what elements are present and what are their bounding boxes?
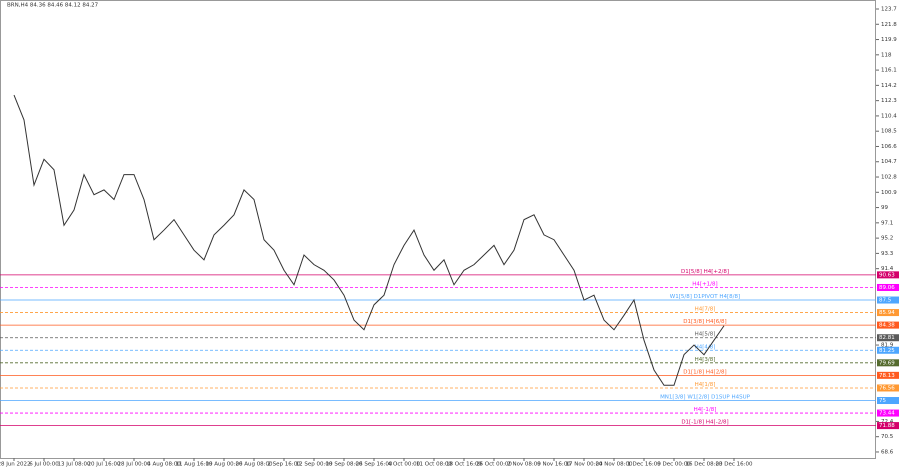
level-label: H4[+1/8] [692, 281, 717, 287]
price-box [877, 371, 899, 379]
level-label: D1[5/8] H4[+2/8] [681, 269, 729, 275]
level-label: H4[5/8] [695, 332, 716, 338]
x-tick-label: 23 Dec 16:00 [716, 462, 753, 468]
x-tick-label: 28 Jun 2022 [0, 462, 31, 468]
x-tick-label: 2 Sep 16:00 [267, 462, 301, 468]
level-label: H4[7/8] [695, 307, 716, 313]
level-label: MN1[3/8] W1[2/8] D1SUP H4SUP [660, 395, 751, 401]
price-box-label: 84.38 [879, 323, 895, 329]
plot-frame [0, 0, 876, 459]
x-tick-label: 20 Jul 16:00 [88, 462, 121, 468]
price-box [877, 346, 899, 354]
price-box-label: 81.25 [879, 348, 895, 354]
x-tick-label: 4 Oct 00:00 [388, 462, 421, 468]
y-tick-label: 114.2 [881, 83, 897, 89]
y-tick-label: 97.1 [881, 220, 893, 226]
level-label: W1[5/8] D1PIVOT H4[8/8] [670, 294, 740, 300]
y-tick-label: 68.6 [881, 449, 894, 455]
price-box-label: 82.81 [879, 335, 895, 341]
x-tick-label: 11 Aug 16:00 [175, 462, 213, 468]
y-tick-label: 93.3 [881, 251, 894, 257]
x-tick-label: 17 Nov 00:00 [565, 462, 603, 468]
x-tick-label: 2 Nov 08:00 [507, 462, 541, 468]
price-box [877, 422, 899, 430]
x-tick-label: 28 Jul 00:00 [118, 462, 151, 468]
price-box-label: 78.13 [879, 373, 895, 379]
x-tick-label: 19 Sep 08:00 [326, 462, 363, 468]
chart-title: BRN,H4 84.36 84.46 84.12 84.27 [7, 3, 99, 9]
x-tick-label: 11 Oct 08:00 [416, 462, 452, 468]
price-box [877, 309, 899, 317]
y-tick-label: 108.5 [881, 129, 897, 135]
x-tick-label: 9 Dec 00:00 [657, 462, 691, 468]
x-tick-label: 12 Sep 00:00 [296, 462, 333, 468]
price-box-label: 75 [879, 398, 886, 404]
x-tick-label: 6 Jul 00:00 [29, 462, 59, 468]
price-box [877, 409, 899, 417]
y-tick-label: 112.3 [881, 98, 897, 104]
level-label: H4[-1/8] [694, 407, 717, 413]
y-tick-label: 110.4 [881, 113, 897, 119]
level-label: D1[1/8] H4[2/8] [683, 369, 726, 375]
x-tick-label: 26 Oct 00:00 [476, 462, 512, 468]
y-tick-label: 70.5 [881, 434, 894, 440]
x-tick-label: 18 Oct 16:00 [446, 462, 482, 468]
price-box-label: 79.69 [879, 360, 895, 366]
y-tick-label: 118 [881, 52, 892, 58]
price-box [877, 397, 899, 405]
x-tick-label: 16 Dec 08:00 [686, 462, 723, 468]
level-label: H4[1/8] [695, 382, 716, 388]
price-box-label: 71.88 [879, 423, 895, 429]
price-box-label: 73.44 [879, 411, 895, 417]
price-box-label: 90.63 [879, 272, 895, 278]
x-tick-label: 1 Dec 16:00 [627, 462, 661, 468]
x-tick-label: 26 Aug 08:00 [235, 462, 273, 468]
price-box-label: 89.06 [879, 285, 895, 291]
x-tick-label: 19 Aug 00:00 [205, 462, 243, 468]
level-label: H4[4/8] [695, 344, 716, 350]
price-box [877, 321, 899, 329]
price-box-label: 87.5 [879, 298, 892, 304]
y-tick-label: 106.6 [881, 144, 897, 150]
level-label: D1[-1/8] H4[-2/8] [681, 420, 728, 426]
price-box [877, 271, 899, 279]
price-box [877, 283, 899, 291]
y-tick-label: 95.2 [881, 236, 893, 242]
x-tick-label: 4 Aug 08:00 [147, 462, 181, 468]
y-tick-label: 100.9 [881, 190, 897, 196]
price-line [13, 94, 725, 386]
price-box [877, 296, 899, 304]
y-tick-label: 81.9 [881, 343, 894, 349]
y-tick-label: 123.7 [881, 6, 897, 12]
price-box-label: 76.56 [879, 385, 895, 391]
x-tick-label: 26 Sep 16:00 [356, 462, 393, 468]
level-label: D1[3/8] H4[6/8] [683, 319, 726, 325]
y-tick-label: 99 [881, 205, 888, 211]
y-tick-label: 116.1 [881, 68, 897, 74]
y-tick-label: 102.8 [881, 175, 897, 181]
price-box [877, 359, 899, 367]
y-tick-label: 119.9 [881, 37, 897, 43]
x-tick-label: 24 Nov 08:00 [595, 462, 633, 468]
y-tick-label: 91.4 [881, 266, 894, 272]
price-box [877, 334, 899, 342]
price-box-label: 85.94 [879, 310, 895, 316]
y-tick-label: 121.8 [881, 22, 897, 28]
x-tick-label: 9 Nov 16:00 [537, 462, 571, 468]
y-tick-label: 104.7 [881, 159, 897, 165]
price-box [877, 384, 899, 392]
x-tick-label: 13 Jul 08:00 [58, 462, 91, 468]
level-label: H4[3/8] [695, 357, 716, 363]
y-tick-label: 72.4 [881, 419, 894, 425]
